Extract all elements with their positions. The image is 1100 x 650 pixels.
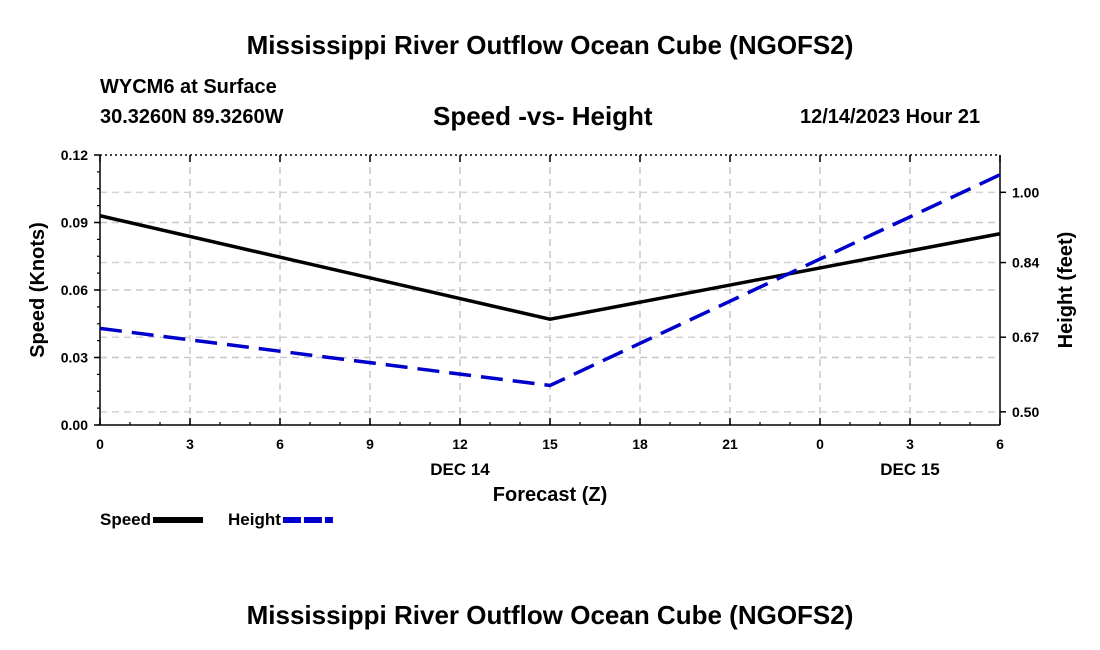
series-line-speed	[99, 214, 1001, 322]
x-date-label: DEC 14	[430, 460, 490, 479]
series-line-height	[99, 173, 1001, 388]
x-date-label: DEC 15	[880, 460, 940, 479]
y-axis-title-left: Speed (Knots)	[27, 222, 49, 358]
y-tick-label-right: 0.50	[1012, 404, 1039, 420]
y-tick-label-left: 0.12	[61, 147, 88, 163]
y-tick-label-left: 0.03	[61, 350, 88, 366]
y-tick-label-right: 0.67	[1012, 329, 1039, 345]
chart-subtitle: Speed -vs- Height	[433, 101, 653, 131]
footer-title: Mississippi River Outflow Ocean Cube (NG…	[246, 600, 854, 630]
x-tick-label: 0	[816, 436, 824, 452]
x-axis-title: Forecast (Z)	[493, 484, 607, 506]
chart-title: Mississippi River Outflow Ocean Cube (NG…	[246, 30, 854, 60]
y-tick-label-left: 0.09	[61, 215, 88, 231]
x-tick-label: 21	[722, 436, 738, 452]
x-tick-label: 6	[276, 436, 284, 452]
y-tick-label-left: 0.00	[61, 417, 88, 433]
y-tick-label-right: 1.00	[1012, 184, 1039, 200]
legend-label-speed: Speed	[100, 510, 151, 529]
x-tick-label: 18	[632, 436, 648, 452]
x-tick-label: 0	[96, 436, 104, 452]
x-tick-label: 9	[366, 436, 374, 452]
y-axis-title-right: Height (feet)	[1055, 232, 1077, 349]
legend-label-height: Height	[228, 510, 281, 529]
x-tick-label: 15	[542, 436, 558, 452]
y-tick-label-right: 0.84	[1012, 255, 1039, 271]
x-tick-label: 3	[186, 436, 194, 452]
x-tick-label: 3	[906, 436, 914, 452]
station-label: WYCM6 at Surface	[100, 76, 277, 98]
x-tick-label: 12	[452, 436, 468, 452]
y-tick-label-left: 0.06	[61, 282, 88, 298]
forecast-datetime: 12/14/2023 Hour 21	[800, 106, 981, 128]
x-tick-label: 6	[996, 436, 1004, 452]
station-coordinates: 30.3260N 89.3260W	[100, 106, 284, 128]
